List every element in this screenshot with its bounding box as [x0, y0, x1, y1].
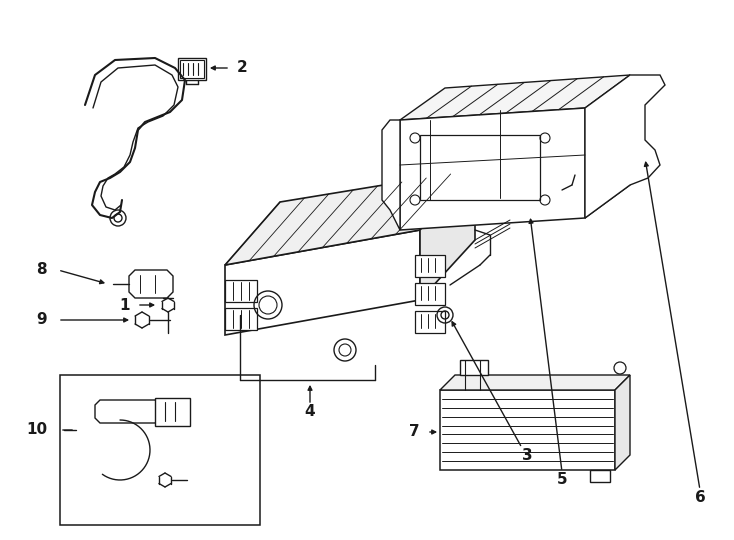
Bar — [225, 308, 257, 330]
Bar — [155, 398, 190, 426]
Polygon shape — [585, 75, 665, 218]
Text: 3: 3 — [522, 448, 532, 462]
Text: 2: 2 — [237, 60, 248, 76]
Polygon shape — [225, 230, 420, 335]
Text: 5: 5 — [556, 472, 567, 488]
Text: 6: 6 — [694, 490, 705, 505]
Bar — [178, 58, 206, 80]
Text: 10: 10 — [26, 422, 47, 437]
Polygon shape — [225, 170, 475, 265]
Text: 7: 7 — [410, 424, 420, 440]
Bar — [440, 390, 615, 470]
Polygon shape — [585, 75, 630, 218]
Polygon shape — [382, 120, 400, 230]
Text: 9: 9 — [37, 313, 47, 327]
Bar — [180, 60, 204, 78]
Text: 1: 1 — [120, 298, 130, 313]
Polygon shape — [400, 75, 630, 120]
Polygon shape — [400, 108, 585, 230]
Text: 8: 8 — [37, 262, 47, 278]
Bar — [415, 283, 445, 305]
Text: 4: 4 — [305, 404, 316, 420]
Polygon shape — [405, 158, 560, 216]
Polygon shape — [95, 400, 160, 423]
Polygon shape — [615, 375, 630, 470]
Bar — [590, 470, 610, 482]
Bar — [460, 360, 488, 375]
Bar — [415, 255, 445, 277]
Bar — [60, 375, 260, 525]
Polygon shape — [129, 270, 173, 298]
Polygon shape — [393, 150, 575, 225]
Polygon shape — [420, 170, 475, 300]
Bar — [420, 135, 540, 200]
Bar — [225, 280, 257, 302]
Polygon shape — [440, 375, 630, 390]
Bar — [415, 311, 445, 333]
